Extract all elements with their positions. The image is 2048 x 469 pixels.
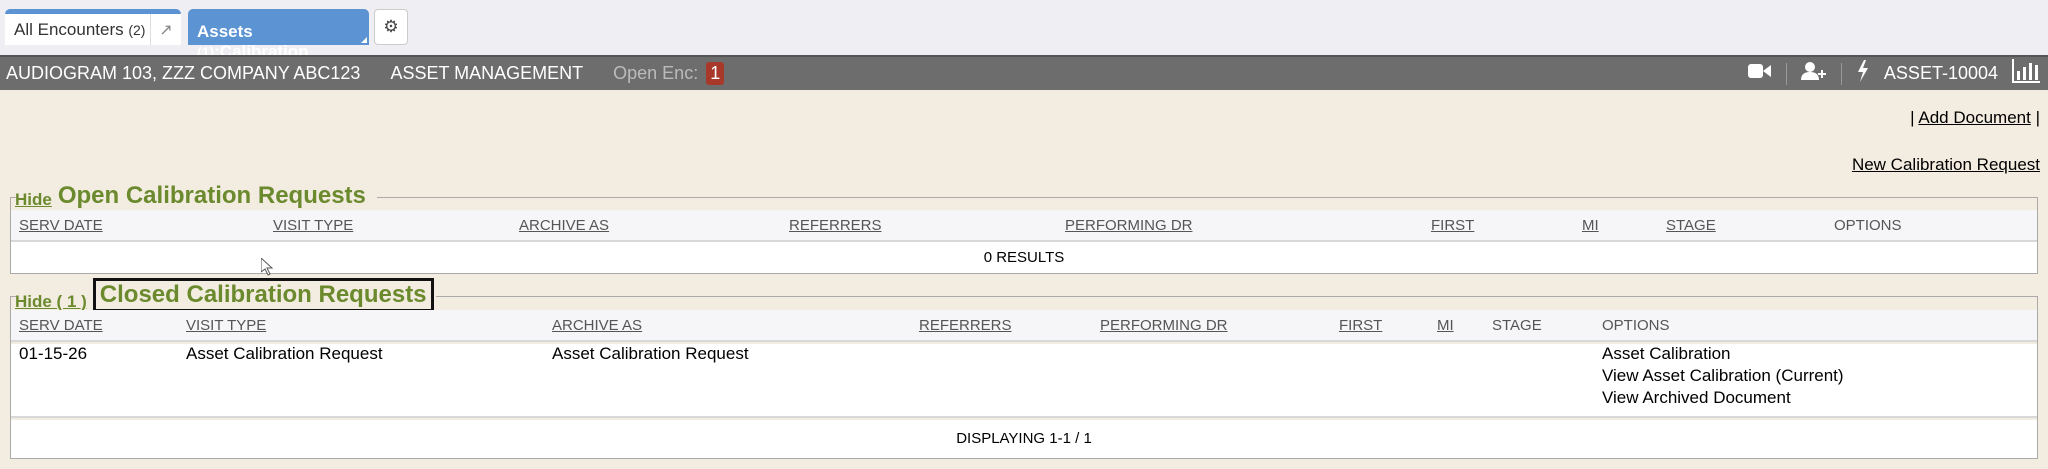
module-name: ASSET MANAGEMENT bbox=[390, 63, 584, 83]
section-title: Open Calibration Requests bbox=[57, 182, 366, 209]
col-referrers[interactable]: REFERRERS bbox=[919, 317, 1012, 334]
open-legend: Hide Open Calibration Requests bbox=[15, 182, 366, 210]
table-header: SERV DATE VISIT TYPE ARCHIVE AS REFERRER… bbox=[11, 210, 2037, 242]
open-external-icon[interactable]: ↗ bbox=[150, 14, 181, 45]
col-performing-dr[interactable]: PERFORMING DR bbox=[1065, 217, 1193, 234]
col-archive-as[interactable]: ARCHIVE AS bbox=[519, 217, 610, 234]
col-mi[interactable]: MI bbox=[1582, 217, 1599, 234]
tab-label: All Encounters bbox=[14, 19, 124, 39]
tab-menu-corner-icon bbox=[361, 37, 367, 43]
serv-date: 01-15-26 bbox=[19, 344, 88, 363]
open-enc-badge[interactable]: 1 bbox=[706, 62, 725, 85]
closed-requests-section: Hide ( 1 ) Closed Calibration Requests S… bbox=[10, 278, 2038, 459]
section-title: Closed Calibration Requests bbox=[92, 278, 434, 312]
tab-assets-calibration[interactable]: Assets (1):Calibration bbox=[188, 9, 369, 61]
add-document-link[interactable]: Add Document bbox=[1918, 108, 2031, 127]
divider bbox=[377, 197, 2037, 198]
option-view-asset-calibration[interactable]: View Asset Calibration (Current) bbox=[1602, 366, 1844, 385]
divider bbox=[1840, 62, 1842, 85]
divider bbox=[11, 296, 16, 297]
patient-header-bar: AUDIOGRAM 103, ZZZ COMPANY ABC123 ASSET … bbox=[0, 55, 2048, 90]
col-stage: STAGE bbox=[1492, 317, 1542, 334]
col-first[interactable]: FIRST bbox=[1431, 217, 1475, 234]
divider bbox=[1785, 62, 1787, 85]
asset-id: ASSET-10004 bbox=[1883, 63, 1998, 83]
col-first[interactable]: FIRST bbox=[1339, 317, 1383, 334]
col-referrers[interactable]: REFERRERS bbox=[789, 217, 882, 234]
new-request-row: New Calibration Request bbox=[1852, 155, 2040, 175]
new-calibration-request-link[interactable]: New Calibration Request bbox=[1851, 155, 2040, 174]
hide-open-link[interactable]: Hide bbox=[15, 190, 52, 209]
mouse-cursor-icon bbox=[260, 256, 274, 281]
col-visit-type[interactable]: VISIT TYPE bbox=[186, 317, 267, 334]
col-options: OPTIONS bbox=[1834, 217, 1902, 234]
col-visit-type[interactable]: VISIT TYPE bbox=[273, 217, 354, 234]
hide-closed-link[interactable]: Hide ( 1 ) bbox=[15, 292, 87, 311]
col-options: OPTIONS bbox=[1602, 317, 1670, 334]
video-icon[interactable] bbox=[1747, 63, 1772, 84]
divider bbox=[436, 296, 2037, 297]
table-row: 01-15-26 Asset Calibration Request Asset… bbox=[11, 344, 2037, 418]
results-count: 0 RESULTS bbox=[11, 242, 2037, 273]
bar-chart-icon[interactable] bbox=[2012, 59, 2040, 88]
col-serv-date[interactable]: SERV DATE bbox=[19, 317, 103, 334]
tab-label: Assets bbox=[197, 22, 253, 41]
tab-count: (2) bbox=[128, 21, 146, 38]
gears-icon[interactable]: ⚙ bbox=[374, 9, 408, 45]
col-serv-date[interactable]: SERV DATE bbox=[19, 217, 103, 234]
visit-type: Asset Calibration Request bbox=[186, 344, 383, 363]
add-user-icon[interactable] bbox=[1800, 61, 1827, 86]
divider bbox=[11, 197, 16, 198]
pipe: | bbox=[2035, 108, 2040, 127]
col-stage[interactable]: STAGE bbox=[1666, 217, 1716, 234]
option-view-archived-document[interactable]: View Archived Document bbox=[1602, 388, 1791, 407]
option-asset-calibration[interactable]: Asset Calibration bbox=[1602, 344, 1731, 363]
tab-all-encounters[interactable]: All Encounters (2) ↗ bbox=[5, 9, 181, 45]
patient-name: AUDIOGRAM 103, ZZZ COMPANY ABC123 bbox=[6, 63, 361, 83]
table-header: SERV DATE VISIT TYPE ARCHIVE AS REFERRER… bbox=[11, 310, 2037, 342]
pipe: | bbox=[1910, 108, 1915, 127]
archive-as: Asset Calibration Request bbox=[552, 344, 749, 363]
displaying-count: DISPLAYING 1-1 / 1 bbox=[11, 420, 2037, 458]
tab-bar: All Encounters (2) ↗ Assets (1):Calibrat… bbox=[0, 0, 2048, 61]
add-document-row: | Add Document | bbox=[1910, 108, 2040, 128]
open-enc-label: Open Enc: bbox=[613, 63, 699, 83]
closed-legend: Hide ( 1 ) Closed Calibration Requests bbox=[15, 278, 434, 312]
lightning-icon[interactable] bbox=[1856, 60, 1870, 87]
col-archive-as[interactable]: ARCHIVE AS bbox=[552, 317, 643, 334]
open-requests-section: Hide Open Calibration Requests SERV DATE… bbox=[10, 182, 2038, 274]
col-performing-dr[interactable]: PERFORMING DR bbox=[1100, 317, 1228, 334]
col-mi[interactable]: MI bbox=[1437, 317, 1454, 334]
